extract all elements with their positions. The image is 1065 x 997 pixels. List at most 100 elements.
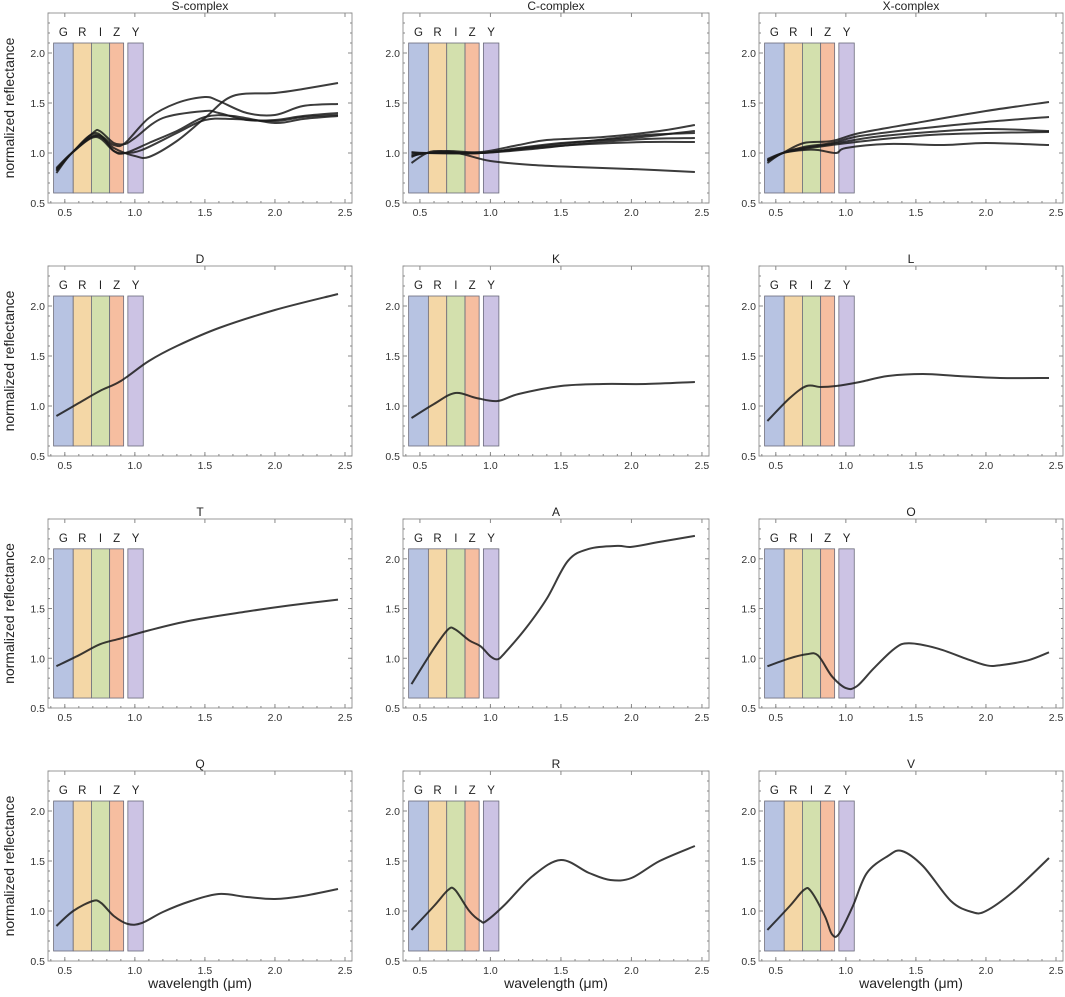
y-tick-label: 1.0: [30, 148, 45, 160]
band-y: [838, 42, 855, 194]
y-tick-label: 1.5: [30, 856, 45, 868]
y-tick-label: 1.5: [385, 604, 400, 616]
band-label: I: [454, 533, 457, 545]
x-tick-label: 2.0: [268, 965, 283, 977]
y-tick-label: 1.0: [741, 148, 756, 160]
panel-title: O: [906, 505, 915, 519]
band-r: [783, 548, 803, 699]
x-tick-label: 2.0: [979, 207, 994, 219]
x-tick-label: 1.0: [839, 965, 854, 977]
y-tick-label: 2.0: [741, 48, 756, 60]
plot-frame: [402, 770, 710, 962]
spectrum-line: [410, 534, 696, 685]
y-tick-label: 1.0: [30, 906, 45, 918]
y-tick-label: 0.5: [385, 703, 400, 715]
band-label: I: [810, 533, 813, 545]
band-label: Y: [487, 785, 495, 797]
band-i: [446, 295, 466, 447]
x-tick-label: 0.5: [58, 965, 73, 977]
spectrum-line: [55, 598, 339, 668]
plot-frame: [758, 265, 1064, 457]
band-label: R: [433, 280, 441, 292]
y-axis-label: normalized reflectance: [1, 543, 17, 684]
band-label: R: [789, 27, 797, 39]
x-tick-label: 2.5: [695, 965, 710, 977]
band-label: R: [433, 27, 441, 39]
x-tick-label: 1.0: [483, 207, 498, 219]
x-tick-label: 0.5: [769, 207, 784, 219]
x-tick-label: 1.0: [128, 712, 143, 724]
y-tick-label: 1.5: [30, 351, 45, 363]
band-i: [91, 295, 111, 447]
x-tick-label: 2.0: [979, 965, 994, 977]
plot-frame: [47, 12, 353, 204]
band-label: Z: [113, 27, 120, 39]
x-tick-label: 1.5: [198, 460, 213, 472]
y-tick-label: 2.0: [30, 806, 45, 818]
band-i: [446, 548, 466, 699]
band-label: Y: [843, 533, 851, 545]
panel-c-complex: C-complex G R I Z Y 0.5 1.0 1.5 2.0 2.5 0.5 1.0 1.5 2.…: [385, 0, 710, 219]
plot-frame: [402, 518, 710, 709]
x-tick-label: 2.5: [695, 460, 710, 472]
band-r: [783, 800, 803, 952]
x-tick-label: 0.5: [58, 460, 73, 472]
y-tick-label: 1.0: [385, 148, 400, 160]
panel-v: V G R I Z Y 0.5 1.0 1.5 2.0 2.5 0.5 1.0 1.5 2.0 wavelen…: [741, 757, 1064, 991]
y-tick-label: 0.5: [741, 956, 756, 968]
band-label: I: [99, 785, 102, 797]
band-z: [109, 295, 125, 447]
panel-q: Q G R I Z Y 0.5 1.0 1.5 2.0 2.5 0.5 1.0 1.5 2.0 normali…: [1, 757, 353, 991]
panel-title: V: [907, 757, 915, 771]
band-label: Z: [824, 533, 831, 545]
band-r: [72, 800, 92, 952]
x-axis-label: wavelength (μm): [858, 975, 963, 991]
x-tick-label: 2.0: [979, 712, 994, 724]
x-tick-label: 0.5: [769, 460, 784, 472]
x-tick-label: 2.5: [1049, 207, 1064, 219]
band-label: Z: [824, 785, 831, 797]
band-y: [838, 548, 855, 699]
x-tick-label: 2.5: [338, 712, 353, 724]
band-label: Y: [487, 27, 495, 39]
band-i: [802, 548, 822, 699]
y-tick-label: 1.5: [385, 856, 400, 868]
x-tick-label: 1.5: [554, 965, 569, 977]
band-y: [482, 800, 500, 952]
y-tick-label: 1.0: [741, 653, 756, 665]
plot-frame: [47, 518, 353, 709]
y-tick-label: 2.0: [385, 48, 400, 60]
panel-title: A: [552, 505, 560, 519]
band-g: [764, 295, 785, 447]
band-label: I: [99, 27, 102, 39]
panel-title: S-complex: [172, 0, 229, 13]
x-tick-label: 0.5: [413, 712, 428, 724]
band-g: [53, 800, 74, 952]
plot-frame: [758, 770, 1064, 962]
band-y: [127, 548, 144, 699]
band-label: G: [770, 785, 779, 797]
band-label: Y: [843, 27, 851, 39]
band-label: Y: [487, 280, 495, 292]
band-label: Z: [469, 280, 476, 292]
spectrum-line: [411, 140, 695, 155]
y-tick-label: 0.5: [30, 451, 45, 463]
y-tick-label: 0.5: [741, 451, 756, 463]
x-axis-label: wavelength (μm): [503, 975, 608, 991]
y-tick-label: 1.0: [741, 906, 756, 918]
panel-title: L: [908, 252, 915, 266]
band-label: Z: [824, 280, 831, 292]
x-tick-label: 2.5: [1049, 460, 1064, 472]
x-tick-label: 0.5: [58, 207, 73, 219]
band-z: [109, 42, 125, 194]
x-tick-label: 1.5: [198, 207, 213, 219]
y-tick-label: 2.0: [30, 301, 45, 313]
y-tick-label: 1.0: [385, 906, 400, 918]
y-tick-label: 2.0: [741, 554, 756, 566]
x-tick-label: 2.5: [338, 207, 353, 219]
band-label: G: [770, 27, 779, 39]
x-tick-label: 2.0: [268, 460, 283, 472]
band-label: G: [59, 785, 68, 797]
x-tick-label: 1.5: [909, 712, 924, 724]
plot-frame: [47, 265, 353, 457]
